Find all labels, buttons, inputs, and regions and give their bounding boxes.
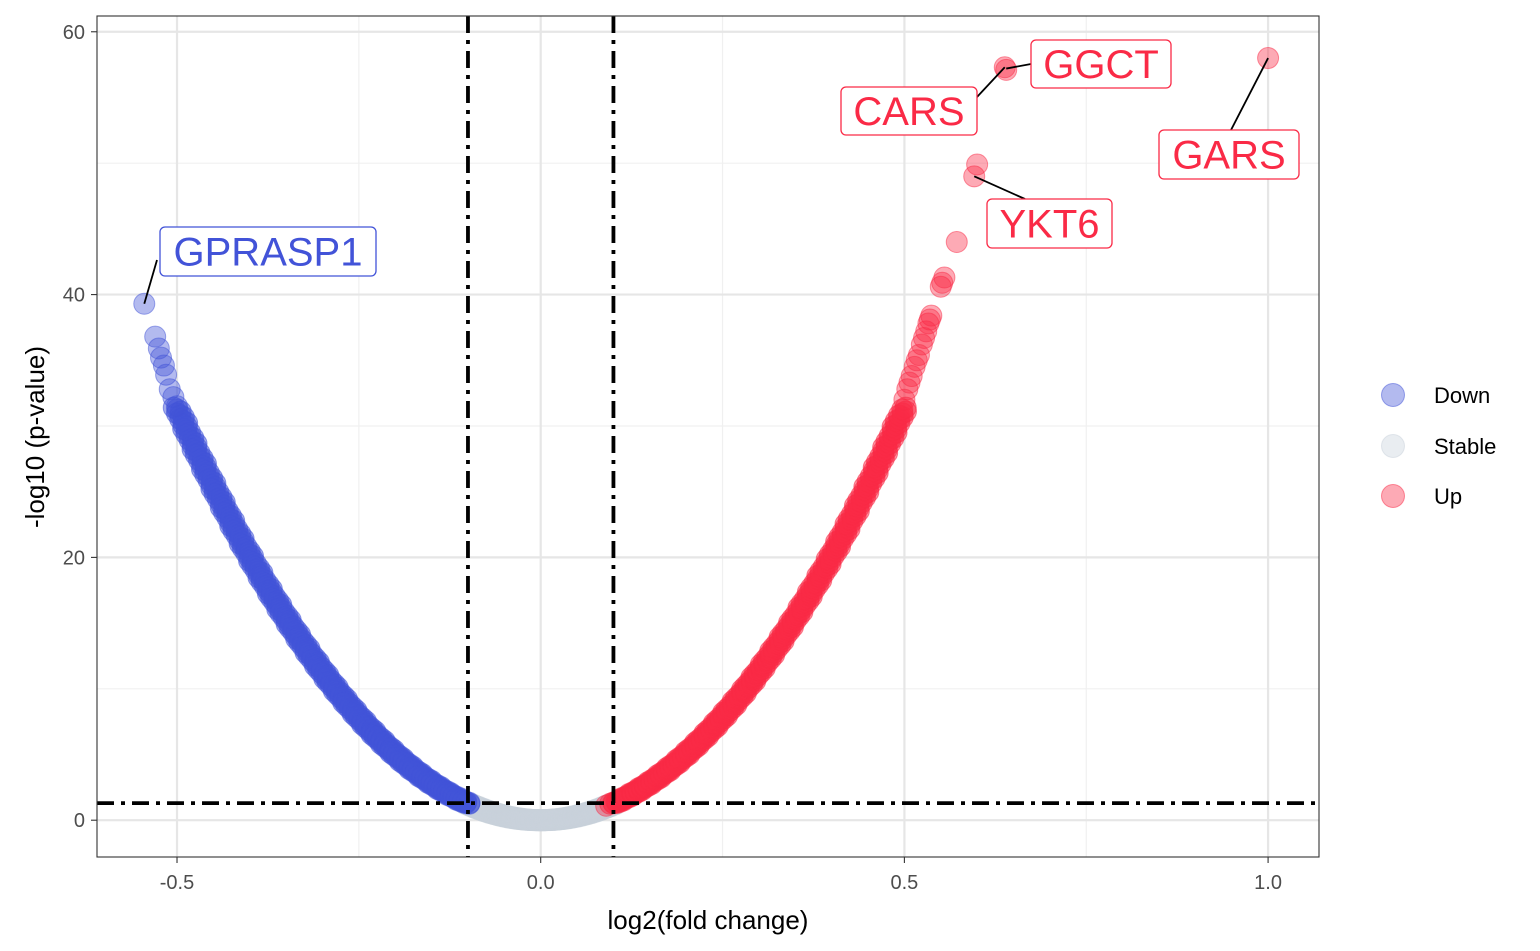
label-leader-line	[143, 259, 158, 305]
data-point-up	[893, 388, 916, 411]
x-tick-label: 1.0	[1254, 872, 1282, 894]
label-box	[1030, 39, 1172, 89]
y-axis-title: -log10 (p-value)	[20, 346, 50, 528]
y-tick-label: 0	[74, 810, 85, 832]
data-point-up	[929, 275, 952, 298]
data-point-up	[995, 58, 1018, 81]
x-tick-label: -0.5	[160, 872, 194, 894]
label-leader-line	[1006, 63, 1032, 70]
y-tick-label: 60	[63, 22, 85, 44]
y-tick-label: 20	[63, 547, 85, 569]
x-tick-label: 0.5	[890, 872, 918, 894]
legend-label-up: Up	[1434, 484, 1462, 509]
label-leader-line	[976, 66, 1006, 98]
data-point-up	[595, 794, 618, 817]
gridlines	[97, 16, 1319, 857]
down-points	[133, 292, 481, 815]
up-points	[595, 47, 1280, 817]
data-point-down	[144, 325, 167, 348]
gene-label: YKT6	[999, 203, 1099, 247]
data-point-down	[147, 337, 170, 360]
stable-points	[453, 792, 627, 832]
data-point-down	[152, 354, 175, 377]
panel-border	[96, 15, 1320, 858]
data-point-up	[894, 396, 917, 419]
y-tick-label: 40	[63, 285, 85, 307]
legend-key-down	[1381, 383, 1405, 407]
legend-label-stable: Stable	[1434, 434, 1496, 459]
data-point-up	[917, 312, 940, 335]
x-axis-title: log2(fold change)	[608, 905, 809, 935]
label-leader-line	[973, 175, 1026, 200]
data-point-up	[918, 308, 941, 331]
gene-label: GGCT	[1043, 43, 1159, 87]
axes: -0.5 0.0 0.5 1.0 0 20 40 60	[63, 22, 1282, 894]
gene-label: CARS	[853, 90, 964, 134]
label-box	[159, 226, 377, 277]
gene-labels: GPRASP1 GGCT CARS GARS YKT6	[143, 39, 1300, 305]
threshold-lines	[97, 16, 1319, 857]
legend-key-up	[1381, 484, 1405, 508]
label-leader-line	[1230, 57, 1269, 131]
gene-label: GARS	[1172, 134, 1285, 178]
data-point-down	[162, 386, 185, 409]
x-tick-label: 0.0	[527, 872, 555, 894]
legend: Down Stable Up	[1381, 383, 1496, 509]
legend-key-stable	[1381, 434, 1405, 458]
data-point-down	[166, 395, 189, 418]
data-point-up	[931, 271, 954, 294]
label-box	[986, 198, 1113, 249]
legend-label-down: Down	[1434, 383, 1490, 408]
data-point-down	[155, 363, 178, 386]
label-box	[1158, 129, 1300, 180]
data-point-up	[945, 231, 968, 254]
gene-label: GPRASP1	[174, 231, 363, 275]
label-box	[840, 86, 978, 136]
